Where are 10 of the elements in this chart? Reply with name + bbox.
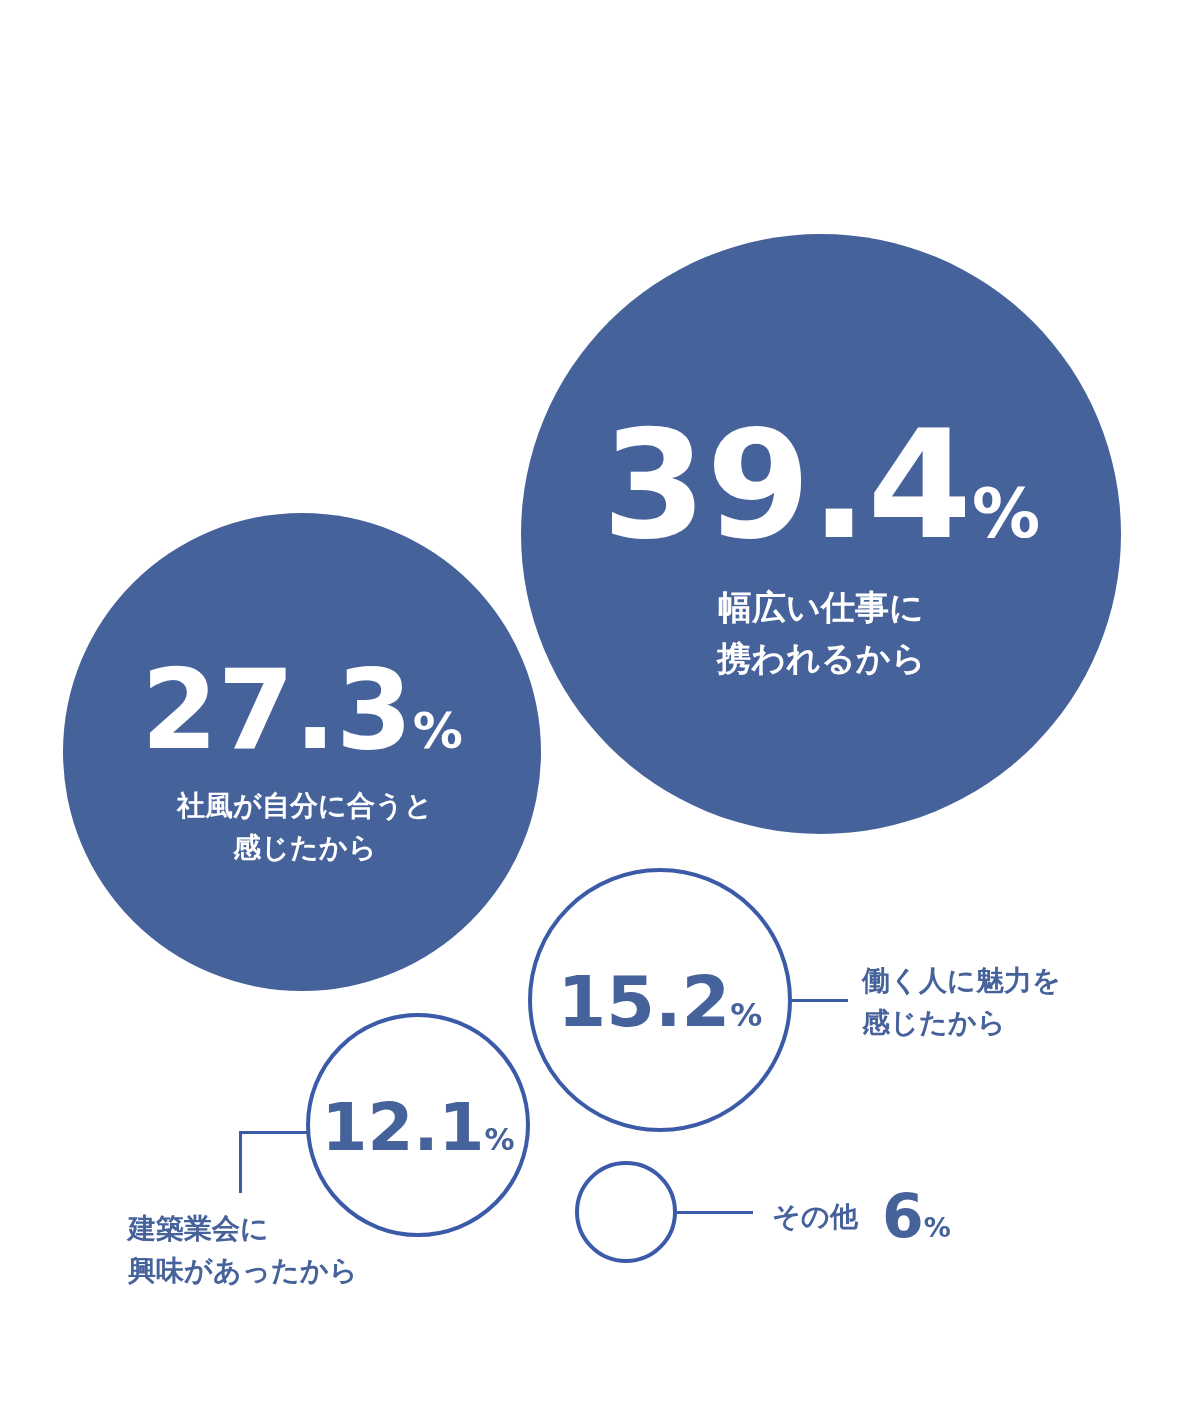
data-label: 12.1% [321, 1089, 515, 1166]
data-label: 15.2% [557, 961, 763, 1043]
data-label: 6% [882, 1181, 951, 1251]
category-label: 働く人に魅力を感じたから [862, 963, 1061, 1041]
data-label: 39.4% [601, 398, 1041, 572]
category-label: 幅広い仕事に携われるから [716, 586, 926, 680]
data-label: 27.3% [141, 646, 463, 774]
category-label: 社風が自分に合うと感じたから [177, 788, 433, 866]
category-label: その他 [772, 1199, 858, 1235]
category-label: 建築業会に興味があったから [128, 1211, 358, 1289]
